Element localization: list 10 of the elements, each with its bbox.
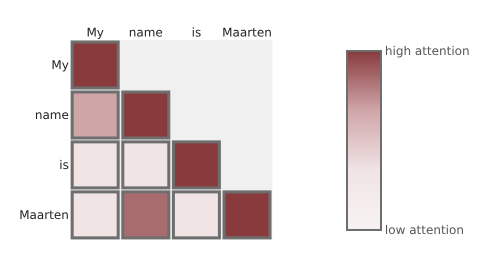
y-tick-label: is [59,158,69,172]
color-bar-label: low attention [384,222,464,237]
x-tick-label: Maarten [222,26,272,40]
x-tick-label: is [192,26,202,40]
x-tick-label: name [128,26,163,40]
x-tick-label: My [86,26,104,40]
y-tick-label: name [34,108,69,122]
color-bar-label: high attention [384,44,470,58]
y-tick-label: Maarten [19,208,69,222]
y-tick-label: My [51,58,69,72]
